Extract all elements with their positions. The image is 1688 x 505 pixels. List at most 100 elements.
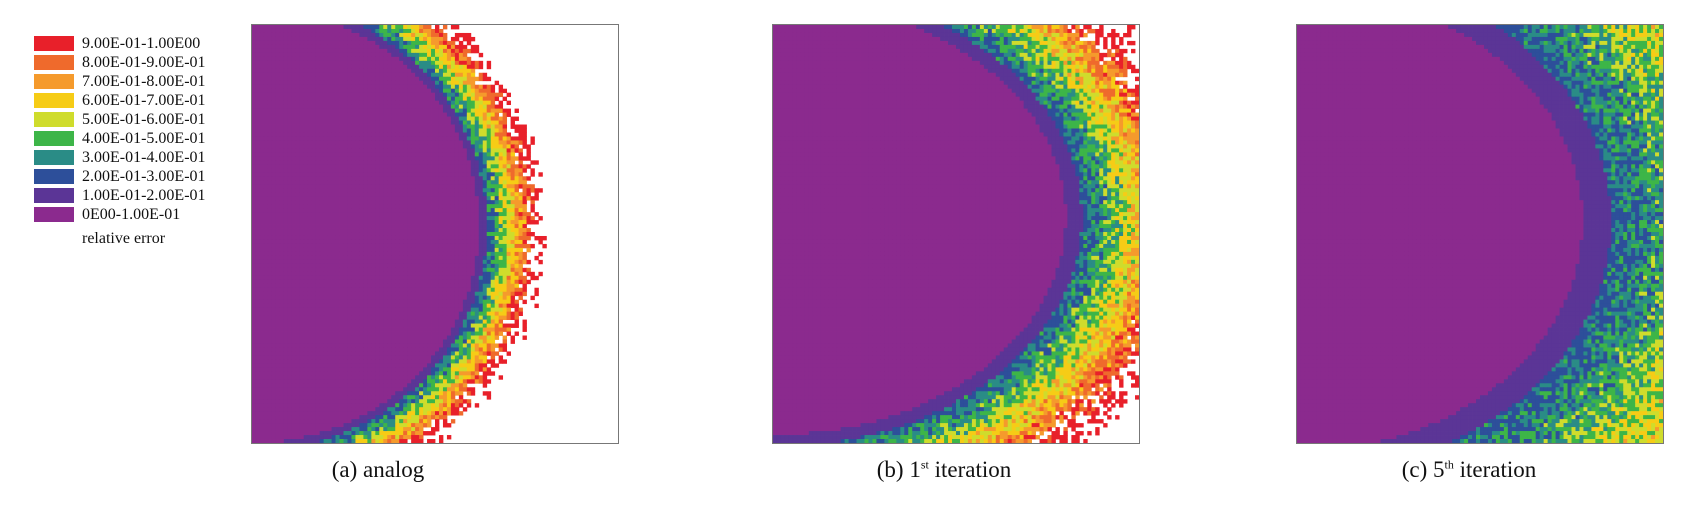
heatmap-cell: [530, 204, 535, 209]
heatmap-cell: [311, 243, 317, 249]
heatmap-cell: [259, 247, 265, 253]
heatmap-cell: [514, 188, 519, 193]
heatmap-cell: [395, 96, 400, 102]
heatmap-cell: [534, 291, 539, 297]
heatmap-cell: [319, 25, 325, 30]
heatmap-cell: [427, 112, 432, 117]
heatmap-cell: [498, 152, 504, 157]
heatmap-cell: [411, 247, 416, 253]
heatmap-cell: [522, 208, 527, 213]
heatmap-cell: [351, 251, 356, 257]
heatmap-cell: [395, 263, 400, 269]
heatmap-cell: [303, 112, 309, 117]
heatmap-cell: [470, 60, 476, 66]
heatmap-cell: [486, 96, 492, 102]
heatmap-cell: [490, 132, 496, 137]
heatmap-cell: [335, 299, 340, 305]
heatmap-cell: [335, 148, 340, 153]
heatmap-cell: [522, 196, 527, 201]
heatmap-cell: [454, 255, 460, 261]
heatmap-cell: [419, 68, 424, 74]
heatmap-cell: [458, 200, 464, 205]
heatmap-cell: [466, 84, 472, 90]
heatmap-cell: [291, 180, 297, 185]
heatmap-cell: [255, 216, 261, 221]
heatmap-cell: [287, 232, 293, 237]
heatmap-cell: [343, 196, 348, 201]
heatmap-cell: [538, 259, 543, 265]
heatmap-cell: [367, 116, 372, 121]
heatmap-cell: [478, 112, 484, 117]
heatmap-cell: [319, 208, 325, 213]
heatmap-cell: [387, 44, 392, 50]
heatmap-cell: [478, 299, 484, 305]
heatmap-cell: [327, 295, 332, 301]
heatmap-cell: [522, 224, 527, 229]
heatmap-cell: [311, 291, 317, 297]
legend-swatch: [34, 150, 74, 165]
heatmap-cell: [331, 212, 336, 217]
heatmap-cell: [490, 251, 496, 257]
heatmap-cell: [442, 220, 448, 225]
heatmap-cell: [403, 140, 408, 145]
heatmap-cell: [498, 92, 504, 98]
heatmap-cell: [327, 243, 332, 249]
heatmap-cell: [407, 192, 412, 197]
heatmap-cell: [283, 132, 289, 137]
heatmap-cell: [399, 184, 404, 189]
heatmap-cell: [446, 239, 452, 245]
heatmap-cell: [351, 164, 356, 169]
heatmap-cell: [327, 307, 332, 313]
heatmap-cell: [263, 48, 269, 54]
heatmap-cell: [259, 32, 265, 38]
heatmap-cell: [283, 124, 289, 129]
heatmap-cell: [466, 192, 472, 197]
heatmap-cell: [395, 104, 400, 109]
heatmap-cell: [482, 299, 488, 305]
heatmap-cell: [399, 68, 404, 74]
heatmap-cell: [363, 220, 368, 225]
heatmap-cell: [359, 224, 364, 229]
heatmap-cell: [411, 315, 416, 320]
heatmap-cell: [335, 112, 340, 117]
heatmap-cell: [359, 172, 364, 177]
heatmap-cell: [482, 251, 488, 257]
heatmap-cell: [407, 140, 412, 145]
heatmap-cell: [267, 247, 273, 253]
heatmap-cell: [291, 104, 297, 109]
heatmap-cell: [514, 176, 519, 181]
heatmap-cell: [415, 156, 420, 161]
heatmap-cell: [335, 132, 340, 137]
heatmap-cell: [458, 271, 464, 277]
heatmap-cell: [438, 72, 444, 78]
heatmap-cell: [435, 232, 440, 237]
heatmap-cell: [427, 60, 432, 66]
heatmap-cell: [319, 204, 325, 209]
heatmap-cell: [331, 232, 336, 237]
heatmap-cell: [323, 88, 328, 94]
heatmap-cell: [435, 319, 440, 324]
heatmap-cell: [359, 128, 364, 133]
heatmap-cell: [482, 100, 488, 106]
heatmap-cell: [279, 108, 285, 113]
heatmap-cell: [343, 239, 348, 245]
heatmap-cell: [387, 271, 392, 277]
heatmap-cell: [291, 152, 297, 157]
heatmap-cell: [423, 44, 428, 50]
heatmap-cell: [458, 164, 464, 169]
heatmap-cell: [387, 239, 392, 245]
heatmap-cell: [502, 232, 508, 237]
heatmap-cell: [271, 76, 277, 82]
heatmap-cell: [387, 164, 392, 169]
heatmap-cell: [343, 124, 348, 129]
heatmap-cell: [307, 128, 313, 133]
heatmap-cell: [494, 235, 500, 241]
heatmap-cell: [450, 76, 456, 82]
heatmap-cell: [291, 172, 297, 177]
heatmap-cell: [438, 188, 444, 193]
heatmap-cell: [458, 180, 464, 185]
heatmap-cell: [307, 216, 313, 221]
heatmap-cell: [271, 36, 277, 42]
heatmap-cell: [423, 315, 428, 320]
heatmap-cell: [407, 263, 412, 269]
